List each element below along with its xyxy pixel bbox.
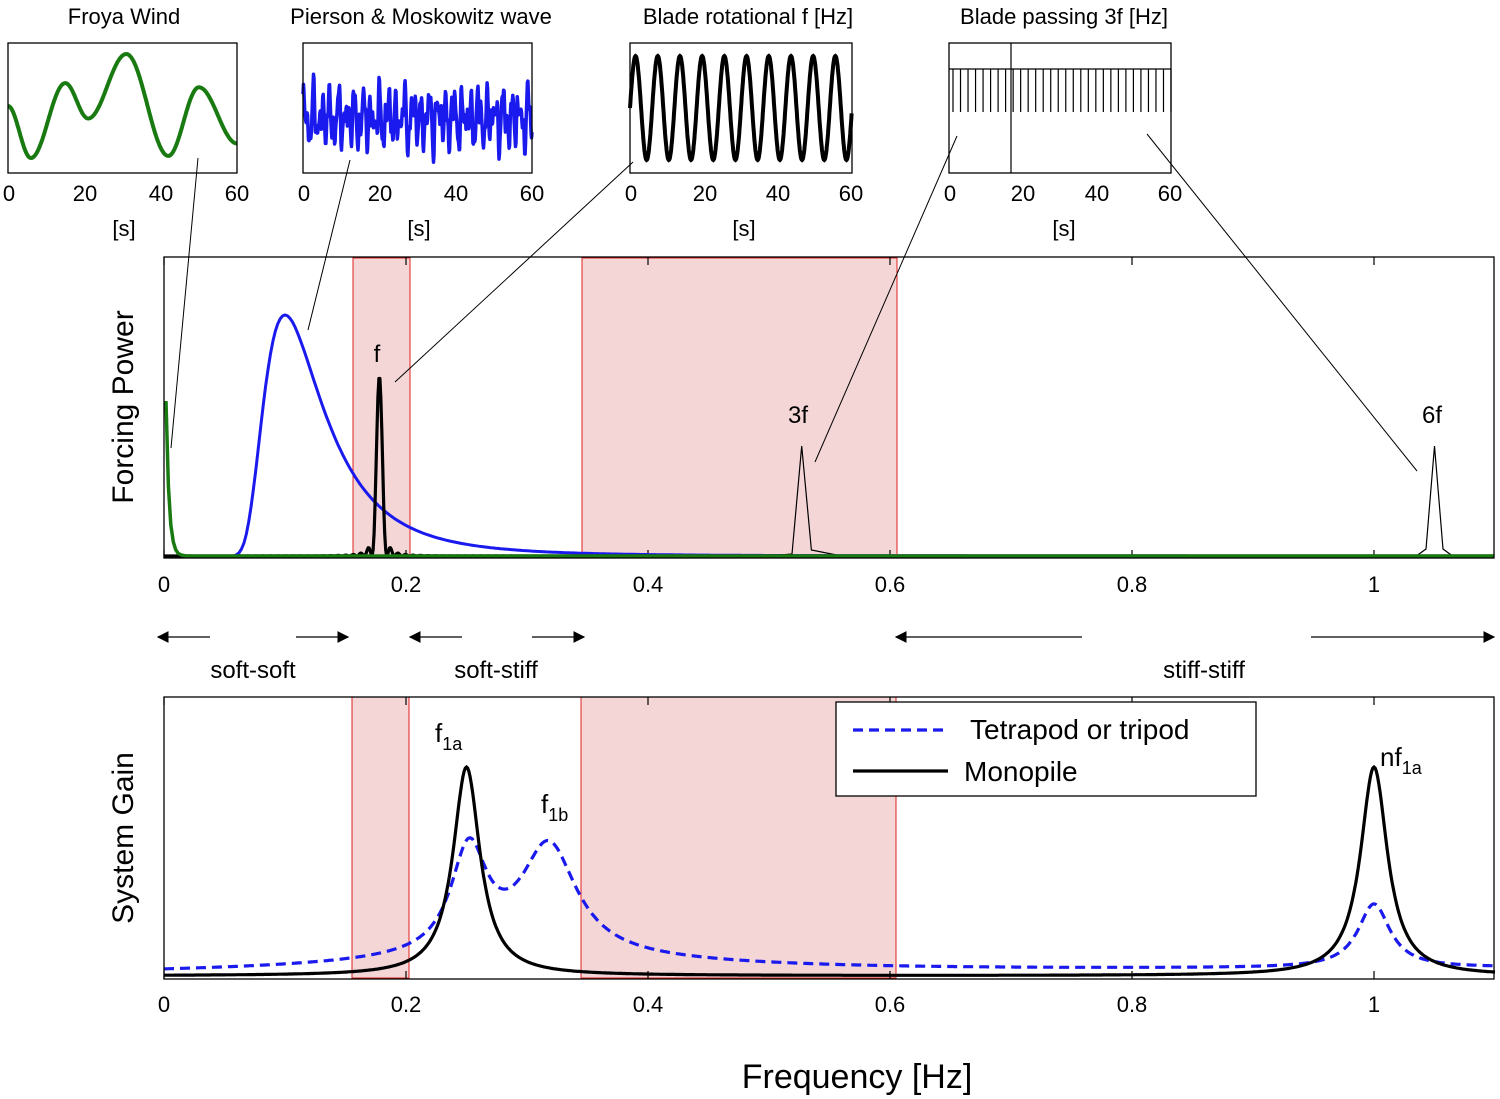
gain-legend: Tetrapod or tripod Monopile [835,701,1257,797]
froya-wind-line [7,51,237,161]
inset-pm-wave-xtick-0: 0 [298,181,310,206]
region-label-soft-soft: soft-soft [210,657,296,684]
gain-xtick-0: 0 [158,992,170,1017]
gain-peak-label-nf1a: nf1a [1380,742,1423,778]
region-label-soft-stiff: soft-stiff [454,657,538,684]
gain-xtick-0.6: 0.6 [875,992,906,1017]
connector-pm-wave [307,159,351,331]
forcing-peak-label-f: f [374,341,381,368]
forcing-xtick-1: 1 [1368,572,1380,597]
nf1a-main: nf [1380,742,1402,772]
forcing-band-2 [581,257,898,559]
inset-blade-passing-xtick-0: 0 [944,181,956,206]
gain-xtick-0.8: 0.8 [1117,992,1148,1017]
inset-frame-pm-wave [302,42,533,174]
6f-peak-line [1415,445,1453,557]
inset-froya-wind-xtick-20: 20 [73,181,97,206]
inset-pm-wave: 0 20 40 60 [s] [298,42,544,241]
gain-peak-label-f1b: f1b [541,789,568,825]
gain-xtick-1: 1 [1368,992,1380,1017]
forcing-xtick-0: 0 [158,572,170,597]
forcing-xtick-0.2: 0.2 [391,572,422,597]
forcing-xtick-0.6: 0.6 [875,572,906,597]
inset-title-blade-passing: Blade passing 3f [Hz] [960,4,1168,29]
inset-pm-wave-xtick-40: 40 [444,181,468,206]
inset-pm-wave-xtick-60: 60 [520,181,544,206]
forcing-frame [163,256,1495,559]
gain-band-1 [351,696,410,979]
legend-box [835,701,1257,797]
inset-blade-rotational: 0 20 40 60 [s] [625,42,863,241]
blade-rotational-line [628,53,854,163]
f1b-main: f [541,789,549,819]
inset-frame-blade-passing [948,42,1172,174]
inset-blade-passing-xtick-20: 20 [1011,181,1035,206]
inset-blade-passing-xtick-60: 60 [1158,181,1182,206]
froya-wind-spectrum-line [164,400,1495,558]
forcing-peak-label-3f: 3f [788,402,808,429]
gain-ylabel: System Gain [107,752,140,924]
gain-xtick-0.4: 0.4 [633,992,664,1017]
forcing-xtick-0.8: 0.8 [1117,572,1148,597]
monopile-gain-line [164,764,1496,977]
region-label-stiff-stiff: stiff-stiff [1163,657,1245,684]
f1a-sub: 1a [442,734,463,754]
inset-pm-wave-xtick-20: 20 [368,181,392,206]
legend-label-tetrapod: Tetrapod or tripod [970,714,1189,745]
forcing-xtick-0.4: 0.4 [633,572,664,597]
connector-froya-wind [170,157,199,449]
inset-frame-blade-rotational [629,42,853,174]
inset-froya-wind-xtick-40: 40 [149,181,173,206]
gain-peak-label-f1a: f1a [435,718,463,754]
inset-title-blade-rotational: Blade rotational f [Hz] [643,4,853,29]
inset-blade-passing-xlabel: [s] [1052,216,1075,241]
blade-passing-pulses [949,43,1172,173]
inset-froya-wind: 0 20 40 60 [s] [3,42,249,241]
inset-pm-wave-xlabel: [s] [407,216,430,241]
inset-blade-passing-xtick-40: 40 [1085,181,1109,206]
connector-blade-passing-right [1146,133,1418,472]
tetrapod-gain-line [163,836,1495,971]
gain-xlabel: Frequency [Hz] [742,1058,973,1096]
inset-title-pm-wave: Pierson & Moskowitz wave [290,4,552,29]
f1b-sub: 1b [548,805,568,825]
inset-blade-rotational-xtick-20: 20 [693,181,717,206]
connector-lines [170,133,1418,472]
inset-froya-wind-xlabel: [s] [112,216,135,241]
inset-blade-passing: 0 20 40 60 [s] [944,42,1182,241]
inset-blade-rotational-xtick-40: 40 [766,181,790,206]
f1a-main: f [435,718,443,748]
forcing-power-panel: f 3f 6f Forcing Power 0 0.2 0.4 0.6 0.8 … [107,256,1495,597]
legend-label-monopile: Monopile [964,756,1078,787]
inset-froya-wind-xtick-60: 60 [225,181,249,206]
inset-blade-rotational-xlabel: [s] [732,216,755,241]
forcing-peak-label-6f: 6f [1422,402,1442,429]
inset-blade-rotational-xtick-60: 60 [839,181,863,206]
gain-frame [163,696,1495,980]
system-gain-panel: Tetrapod or tripod Monopile f1a f1b nf1a… [107,696,1496,1096]
forcing-ylabel: Forcing Power [107,310,140,503]
nf1a-sub: 1a [1402,758,1423,778]
inset-froya-wind-xtick-0: 0 [3,181,15,206]
connector-blade-passing-left [814,135,958,463]
gain-xtick-0.2: 0.2 [391,992,422,1017]
inset-blade-rotational-xtick-0: 0 [625,181,637,206]
pm-wave-line [301,72,534,164]
inset-frame-froya-wind [7,42,238,174]
inset-title-froya-wind: Froya Wind [68,4,180,29]
connector-blade-rotational [394,161,634,383]
